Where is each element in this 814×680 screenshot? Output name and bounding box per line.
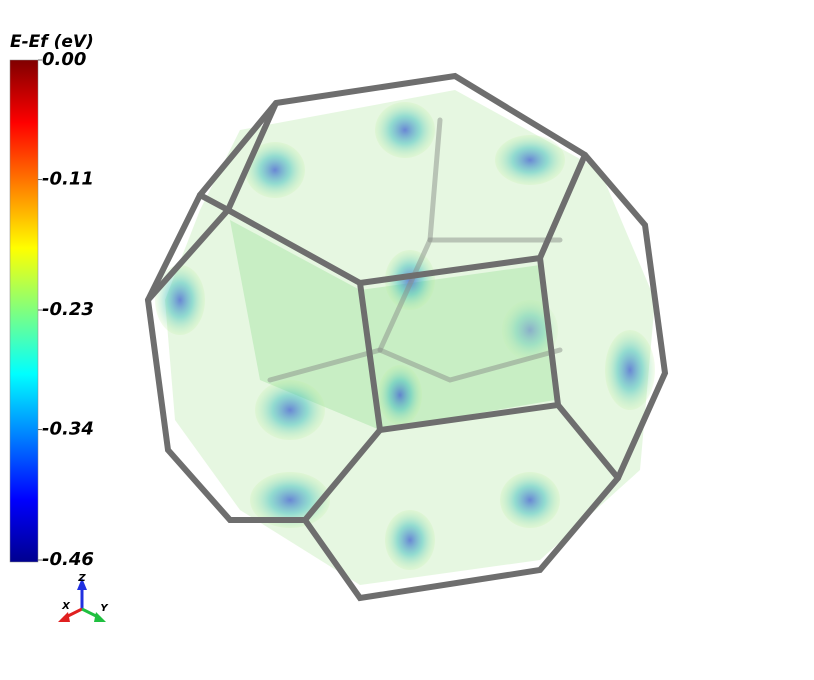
colorbar-tick-label: -0.23 bbox=[42, 299, 94, 320]
colorbar-title: E-Ef (eV) bbox=[10, 32, 94, 52]
axes-triad: Z X Y bbox=[58, 573, 109, 622]
fermi-surface bbox=[155, 90, 655, 585]
colorbar: E-Ef (eV) 0.00 -0.11 -0.23 -0.34 -0.46 bbox=[9, 32, 94, 570]
colorbar-tick-label: -0.46 bbox=[42, 549, 94, 570]
colorbar-tick-label: 0.00 bbox=[42, 49, 86, 70]
colorbar-gradient bbox=[9, 59, 39, 563]
axis-label-z: Z bbox=[77, 573, 86, 584]
brillouin-zone bbox=[144, 72, 669, 602]
colorbar-tick-label: -0.34 bbox=[42, 419, 94, 440]
colorbar-tick-label: -0.11 bbox=[42, 169, 94, 190]
axis-label-x: X bbox=[61, 601, 71, 612]
axis-label-y: Y bbox=[100, 603, 109, 614]
